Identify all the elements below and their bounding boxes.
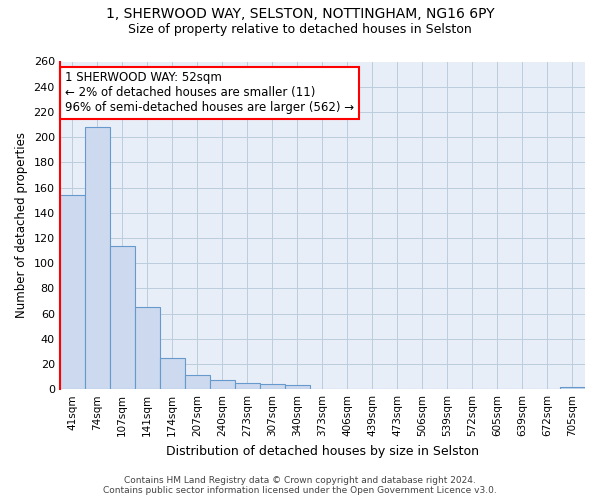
X-axis label: Distribution of detached houses by size in Selston: Distribution of detached houses by size … — [166, 444, 479, 458]
Bar — [85, 127, 110, 389]
Bar — [110, 246, 135, 389]
Text: Size of property relative to detached houses in Selston: Size of property relative to detached ho… — [128, 22, 472, 36]
Bar — [160, 358, 185, 389]
Bar — [260, 384, 285, 389]
Bar — [59, 195, 85, 389]
Bar — [185, 376, 210, 389]
Text: Contains HM Land Registry data © Crown copyright and database right 2024.
Contai: Contains HM Land Registry data © Crown c… — [103, 476, 497, 495]
Bar — [135, 308, 160, 389]
Bar — [210, 380, 235, 389]
Bar — [235, 383, 260, 389]
Bar — [560, 386, 585, 389]
Y-axis label: Number of detached properties: Number of detached properties — [15, 132, 28, 318]
Bar — [285, 386, 310, 389]
Text: 1, SHERWOOD WAY, SELSTON, NOTTINGHAM, NG16 6PY: 1, SHERWOOD WAY, SELSTON, NOTTINGHAM, NG… — [106, 8, 494, 22]
Text: 1 SHERWOOD WAY: 52sqm
← 2% of detached houses are smaller (11)
96% of semi-detac: 1 SHERWOOD WAY: 52sqm ← 2% of detached h… — [65, 72, 354, 114]
